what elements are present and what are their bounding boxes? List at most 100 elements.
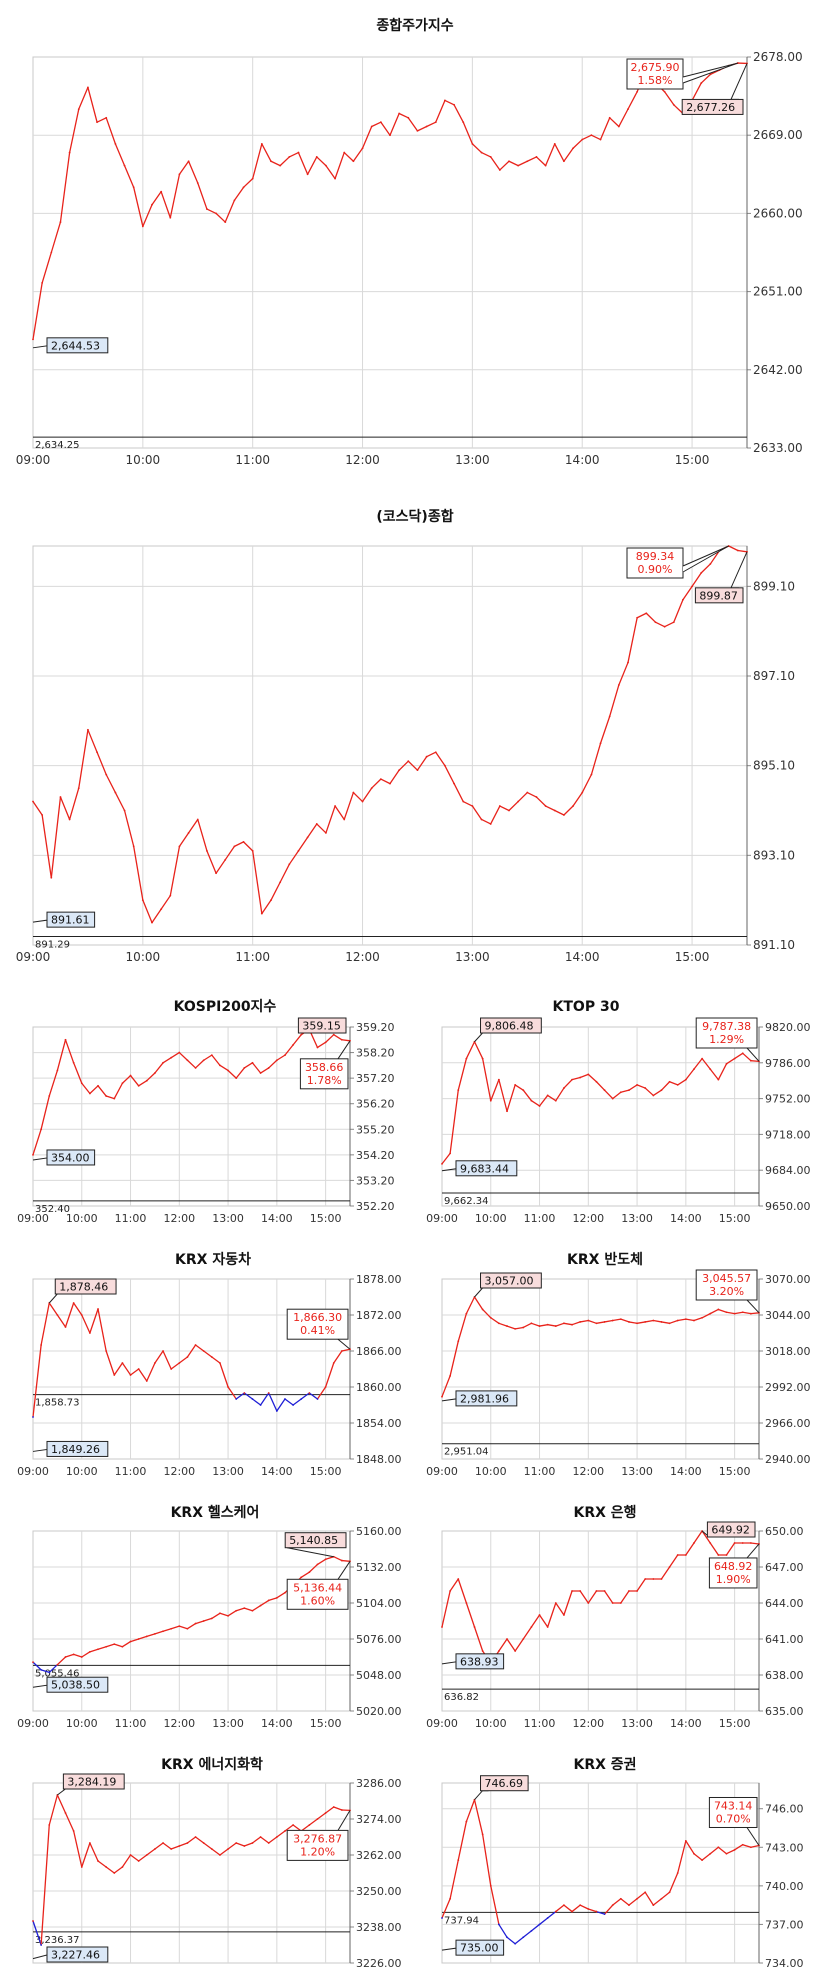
data-point [453,104,455,106]
data-point [449,1375,451,1377]
series-segment [751,1061,759,1062]
data-point [260,1605,262,1607]
data-point [709,563,711,565]
data-point [187,1059,189,1061]
data-point [677,1320,679,1322]
last-callout-value: 648.92 [714,1560,753,1573]
y-tick-label: 2669.00 [753,128,803,142]
data-point [96,121,98,123]
data-point [620,1898,622,1900]
data-point [227,1615,229,1617]
high-callout-value: 746.69 [485,1777,524,1790]
series-segment [751,1313,759,1314]
data-point [531,1626,533,1628]
data-point [612,1098,614,1100]
y-tick-label: 1848.00 [356,1453,402,1466]
data-point [620,1602,622,1604]
y-tick-label: 2642.00 [753,363,803,377]
data-point [292,1404,294,1406]
data-point [170,1848,172,1850]
data-point [563,814,565,816]
data-point [555,1325,557,1327]
high-callout-value: 899.34 [636,550,675,563]
x-tick-label: 15:00 [310,1212,342,1225]
data-point [498,1079,500,1081]
data-point [32,801,34,803]
data-point [32,338,34,340]
x-tick-label: 12:00 [345,950,380,964]
data-point [490,1100,492,1102]
x-tick-label: 12:00 [345,453,380,467]
data-point [187,1356,189,1358]
high-callout-value: 5,140.85 [289,1534,338,1547]
data-point [701,1058,703,1060]
data-point [590,134,592,136]
baseline-label: 737.94 [444,1915,479,1926]
data-point [636,1084,638,1086]
x-tick-label: 09:00 [16,453,51,467]
data-point [628,1321,630,1323]
data-point [587,1908,589,1910]
high-callout-value: 9,806.48 [485,1020,534,1033]
data-point [506,1638,508,1640]
data-point [545,805,547,807]
y-tick-label: 3262.00 [356,1849,402,1862]
x-tick-label: 12:00 [572,1465,604,1478]
data-point [105,774,107,776]
data-point [563,1087,565,1089]
data-point [307,173,309,175]
x-tick-label: 11:00 [235,453,270,467]
data-point [417,130,419,132]
data-point [700,572,702,574]
y-tick-label: 2633.00 [753,441,803,455]
data-point [526,792,528,794]
data-point [268,1067,270,1069]
data-point [243,186,245,188]
data-point [508,160,510,162]
data-point [124,810,126,812]
data-point [178,1362,180,1364]
data-point [40,1128,42,1130]
data-point [536,796,538,798]
data-point [691,585,693,587]
data-point [547,1095,549,1097]
data-point [252,1062,254,1064]
x-tick-label: 11:00 [524,1465,556,1478]
data-point [227,1848,229,1850]
data-point [380,778,382,780]
data-point [499,805,501,807]
data-point [571,1911,573,1913]
data-point [243,1607,245,1609]
data-point [644,1321,646,1323]
data-point [717,1309,719,1311]
data-point [571,1590,573,1592]
data-point [539,1105,541,1107]
data-point [235,1610,237,1612]
data-point [195,1836,197,1838]
y-tick-label: 1878.00 [356,1273,402,1286]
y-tick-label: 734.00 [765,1957,804,1970]
data-point [709,1853,711,1855]
data-point [138,1860,140,1862]
chart-10: KRX 증권09:0010:0011:0012:0013:0014:0015:0… [426,1757,803,1970]
data-point [252,850,254,852]
data-point [620,1318,622,1320]
x-tick-label: 10:00 [475,1212,507,1225]
x-tick-label: 14:00 [670,1465,702,1478]
data-point [457,1859,459,1861]
data-point [661,1089,663,1091]
data-point [341,1560,343,1562]
data-point [40,1669,42,1671]
data-point [130,1075,132,1077]
data-point [600,139,602,141]
data-point [114,792,116,794]
data-point [160,191,162,193]
data-point [700,82,702,84]
data-point [352,792,354,794]
data-point [522,1936,524,1938]
y-tick-label: 1854.00 [356,1417,402,1430]
data-point [268,1392,270,1394]
data-point [276,1597,278,1599]
data-point [325,832,327,834]
data-point [471,805,473,807]
